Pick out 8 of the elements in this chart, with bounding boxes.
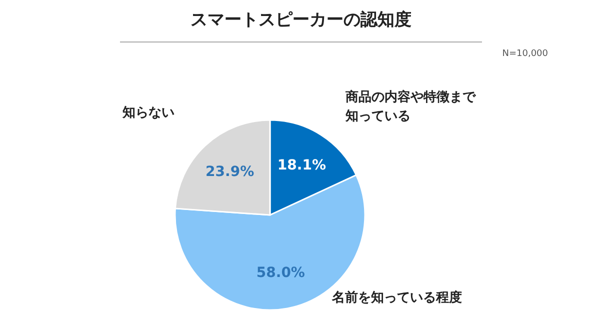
slice-label: 知らない	[121, 106, 174, 121]
text: N=10,000	[502, 49, 548, 59]
data-label: 23.9%	[206, 164, 254, 180]
slice-label: 名前を知っている程度	[330, 290, 462, 306]
slice-label: 商品の内容や特徴まで知っている	[344, 89, 476, 124]
chart-title: スマートスピーカーの認知度	[190, 10, 412, 30]
data-label: 18.1%	[277, 157, 326, 174]
data-label: 58.0%	[256, 264, 305, 281]
